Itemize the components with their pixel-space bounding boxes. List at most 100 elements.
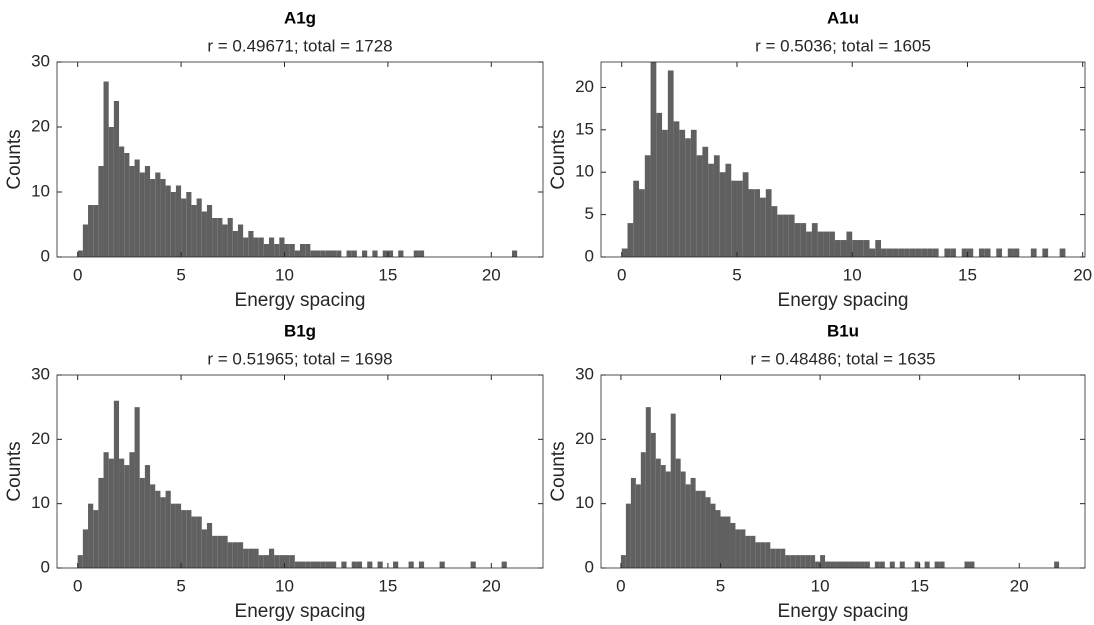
- histogram-bar: [222, 224, 228, 257]
- histogram-bar: [300, 244, 306, 257]
- histogram-bar: [859, 561, 865, 568]
- histogram-bar: [984, 248, 991, 257]
- plot-frame: [600, 61, 1086, 258]
- histogram-bar: [134, 159, 140, 257]
- histogram-bar: [346, 250, 352, 257]
- y-tick-label: 20: [575, 429, 594, 448]
- x-tick-label: 20: [482, 576, 501, 595]
- y-axis-label: Counts: [4, 129, 25, 189]
- x-axis-label: Energy spacing: [235, 290, 366, 311]
- x-axis-label: Energy spacing: [778, 290, 909, 311]
- histogram-bar: [119, 458, 125, 568]
- histogram-bar: [93, 205, 99, 257]
- histogram-bar: [150, 484, 156, 568]
- x-tick-label: 10: [843, 265, 862, 284]
- y-axis-label: Counts: [548, 441, 569, 501]
- histogram-bar: [372, 250, 378, 257]
- x-tick-label: 5: [176, 265, 185, 284]
- histogram-bar: [268, 548, 275, 568]
- histogram-bar: [1042, 248, 1049, 257]
- histogram-bar: [367, 561, 373, 568]
- histogram-bar: [857, 240, 864, 257]
- histogram-bar: [719, 172, 726, 257]
- histogram-bar: [1007, 248, 1014, 257]
- histogram-bar: [795, 555, 801, 568]
- x-tick-label: 5: [176, 576, 185, 595]
- histogram-bar: [439, 561, 445, 568]
- histogram-bar: [765, 189, 772, 257]
- histogram-bar: [690, 477, 696, 568]
- x-tick-label: 0: [73, 576, 82, 595]
- x-tick-label: 10: [275, 576, 294, 595]
- histogram-bar: [356, 561, 363, 568]
- x-tick-label: 15: [378, 576, 397, 595]
- histogram-bar: [914, 561, 920, 568]
- histogram-bar: [967, 248, 974, 257]
- histogram-bar: [735, 529, 741, 568]
- x-tick-label: 20: [1073, 265, 1092, 284]
- histogram-bar: [742, 172, 749, 257]
- histogram-bar: [248, 231, 254, 257]
- histogram-bar: [305, 561, 311, 568]
- histogram-bar: [310, 250, 316, 257]
- histogram-bar: [679, 129, 686, 257]
- x-tick-label: 10: [275, 265, 294, 284]
- histogram-bar: [248, 548, 254, 568]
- histogram-bar: [823, 231, 830, 257]
- histogram-bar: [186, 510, 192, 568]
- y-tick-label: 10: [31, 493, 50, 512]
- histogram-bar: [815, 561, 821, 568]
- histogram-bar: [725, 163, 732, 257]
- histogram-bar: [279, 237, 285, 257]
- histogram-bar: [909, 248, 916, 257]
- x-tick-label: 0: [616, 576, 625, 595]
- histogram-bar: [418, 250, 425, 257]
- x-tick-label: 15: [958, 265, 977, 284]
- chart-subtitle: r = 0.51965; total = 1698: [207, 349, 392, 368]
- y-axis-label: Counts: [4, 441, 25, 501]
- histogram-bar: [849, 561, 855, 568]
- histogram-bar: [800, 555, 806, 568]
- histogram-bar: [305, 244, 311, 257]
- histogram-bar: [780, 548, 786, 568]
- histogram-bar: [294, 250, 300, 257]
- histogram-bar: [934, 561, 940, 568]
- y-tick-label: 0: [585, 557, 594, 576]
- histogram-bar: [294, 561, 300, 568]
- histogram-bar: [630, 477, 636, 568]
- histogram-bar: [1054, 561, 1060, 568]
- histogram-bar: [675, 458, 681, 568]
- histogram-bar: [227, 542, 233, 568]
- histogram-bar: [320, 561, 326, 568]
- histogram-bar: [830, 561, 836, 568]
- histogram-bar: [310, 561, 316, 568]
- histogram-bar: [227, 218, 233, 257]
- histogram-bar: [892, 248, 899, 257]
- histogram-bar: [710, 503, 716, 568]
- histogram-bar: [222, 535, 228, 568]
- histogram-bar: [639, 189, 645, 257]
- x-tick-label: 0: [73, 265, 82, 284]
- x-tick-label: 5: [732, 265, 741, 284]
- histogram-bar: [284, 555, 290, 568]
- plot-frame: [56, 61, 544, 258]
- y-tick-label: 0: [41, 557, 50, 576]
- histogram-bar: [898, 248, 905, 257]
- histogram-bar: [650, 432, 656, 568]
- histogram-bar: [1013, 248, 1020, 257]
- histogram-bar: [665, 471, 671, 568]
- histogram-bar: [811, 223, 818, 257]
- histogram-bar: [408, 561, 414, 568]
- y-tick-label: 10: [575, 162, 594, 181]
- histogram-bar: [625, 503, 631, 568]
- histogram-bar: [996, 248, 1003, 257]
- histogram-bar: [77, 555, 83, 568]
- histogram-bar: [673, 121, 680, 257]
- histogram-bar: [196, 516, 202, 568]
- histogram-bar: [170, 192, 176, 257]
- histogram-bar: [700, 490, 706, 568]
- histogram-bar: [129, 166, 135, 257]
- histogram-bar: [788, 214, 795, 257]
- histogram-bar: [377, 561, 383, 568]
- histogram-bar: [263, 244, 269, 257]
